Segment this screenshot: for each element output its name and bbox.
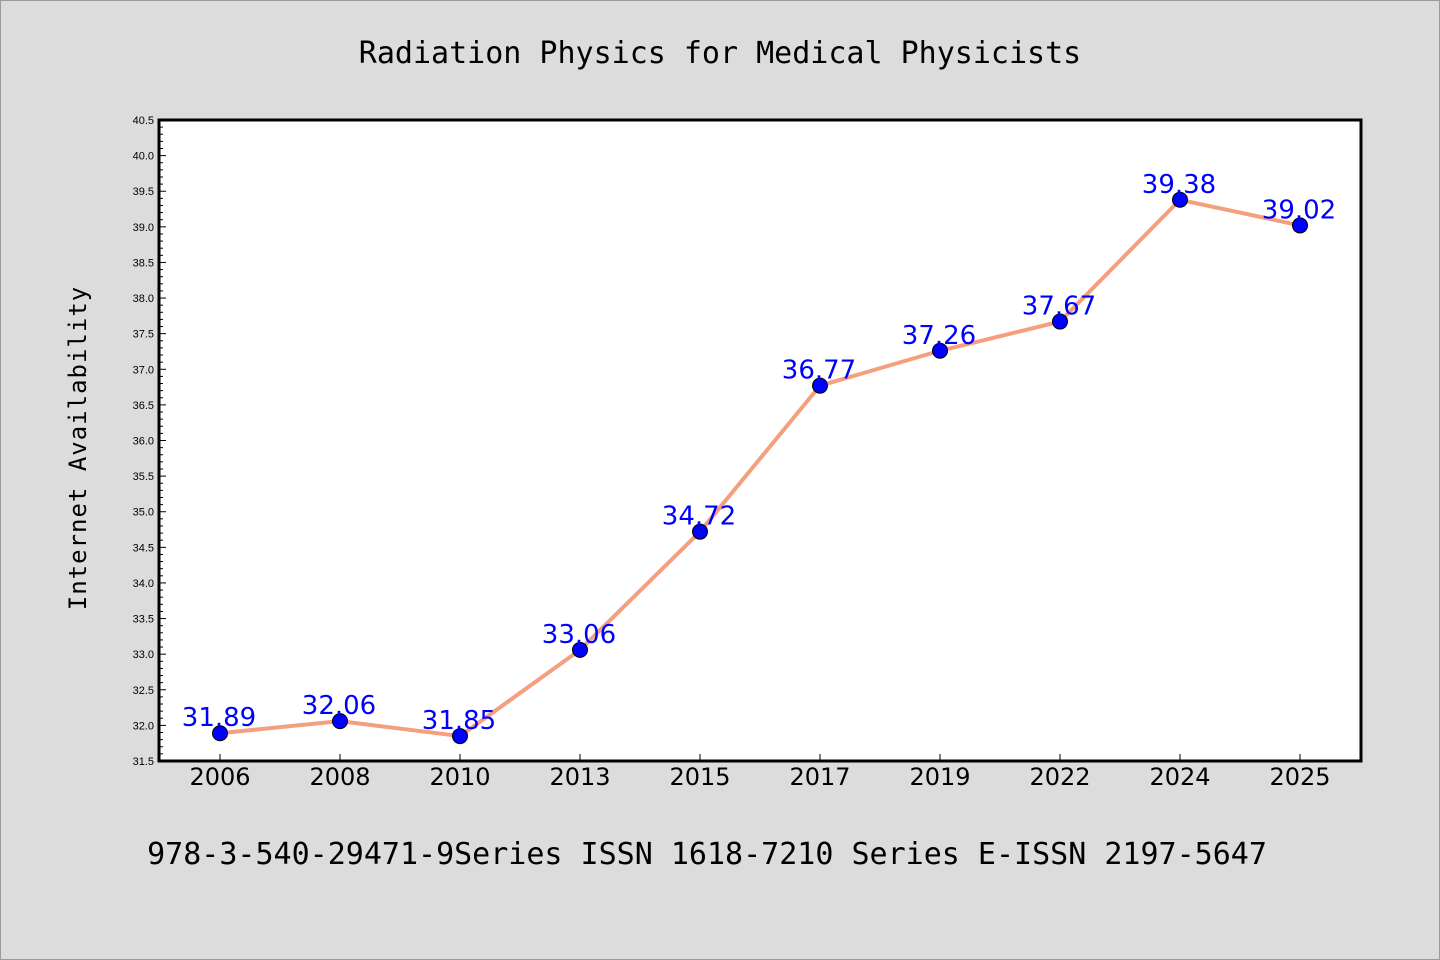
y-tick-label: 35.0	[133, 507, 154, 519]
y-tick-label: 37.5	[133, 329, 154, 341]
y-tick-label: 39.5	[133, 186, 154, 198]
data-label: 39.02	[1262, 195, 1336, 225]
x-tick-label: 2019	[909, 763, 970, 791]
data-point	[212, 725, 228, 742]
data-point	[932, 342, 948, 359]
y-tick-label: 40.0	[133, 151, 154, 163]
series-line	[218, 197, 1302, 739]
series-layer	[212, 191, 1308, 745]
x-tick-label: 2025	[1269, 763, 1330, 791]
data-label: 36.77	[782, 356, 856, 386]
data-point	[1172, 191, 1188, 208]
x-tick-label: 2010	[429, 763, 490, 791]
data-point	[332, 713, 348, 730]
x-tick-label: 2006	[189, 763, 250, 791]
data-label: 34.72	[662, 502, 736, 532]
data-label: 37.67	[1022, 292, 1096, 322]
x-tick-label: 2024	[1149, 763, 1210, 791]
x-tick-label: 2017	[789, 763, 850, 791]
x-tick-label: 2008	[309, 763, 370, 791]
x-tick-label: 2022	[1029, 763, 1090, 791]
y-tick-label: 32.5	[133, 685, 154, 697]
y-tick-label: 38.5	[133, 257, 154, 269]
x-tick-label: 2015	[669, 763, 730, 791]
y-tick-label: 34.5	[133, 542, 154, 554]
x-tick-label: 2013	[549, 763, 610, 791]
data-point	[1052, 313, 1068, 330]
data-point	[812, 377, 828, 394]
y-tick-label: 39.0	[133, 222, 154, 234]
y-tick-label: 31.5	[133, 756, 154, 768]
data-label: 31.85	[422, 706, 496, 736]
data-label: 37.26	[902, 321, 976, 351]
data-point	[692, 523, 708, 540]
y-tick-label: 35.5	[133, 471, 154, 483]
figure-caption: 978-3-540-29471-9Series ISSN 1618-7210 S…	[147, 837, 1267, 872]
y-tick-label: 40.5	[133, 115, 154, 127]
y-tick-label: 34.0	[133, 578, 154, 590]
plot-area	[157, 118, 1363, 763]
data-label: 39.38	[1142, 170, 1216, 200]
x-axis-ticks: 2006 2008 2010 2013 2015 2017 2019 2022 2024 2025	[189, 754, 1331, 791]
y-tick-label: 33.5	[133, 614, 154, 626]
data-labels: 31.89 32.06 31.85 33.06 34.72 36.77 37.26 37.67…	[182, 170, 1336, 736]
data-label: 32.06	[302, 691, 376, 721]
y-tick-label: 32.0	[133, 720, 154, 732]
data-point	[1292, 217, 1308, 234]
chart-title: Radiation Physics for Medical Physicists	[359, 36, 1081, 71]
y-tick-label: 36.0	[133, 436, 154, 448]
data-label: 33.06	[542, 620, 616, 650]
y-axis-ticks: 31.5 32.0 32.5 33.0 33.5 34.0 34.5 35.0 35.5 36.0…	[133, 115, 166, 768]
y-tick-label: 37.0	[133, 364, 154, 376]
data-label: 31.89	[182, 703, 256, 733]
y-tick-label: 33.0	[133, 649, 154, 661]
data-point	[572, 641, 588, 658]
y-tick-label: 36.5	[133, 400, 154, 412]
y-axis-label: Internet Availability	[64, 286, 92, 610]
y-tick-label: 38.0	[133, 293, 154, 305]
data-point	[452, 728, 468, 745]
